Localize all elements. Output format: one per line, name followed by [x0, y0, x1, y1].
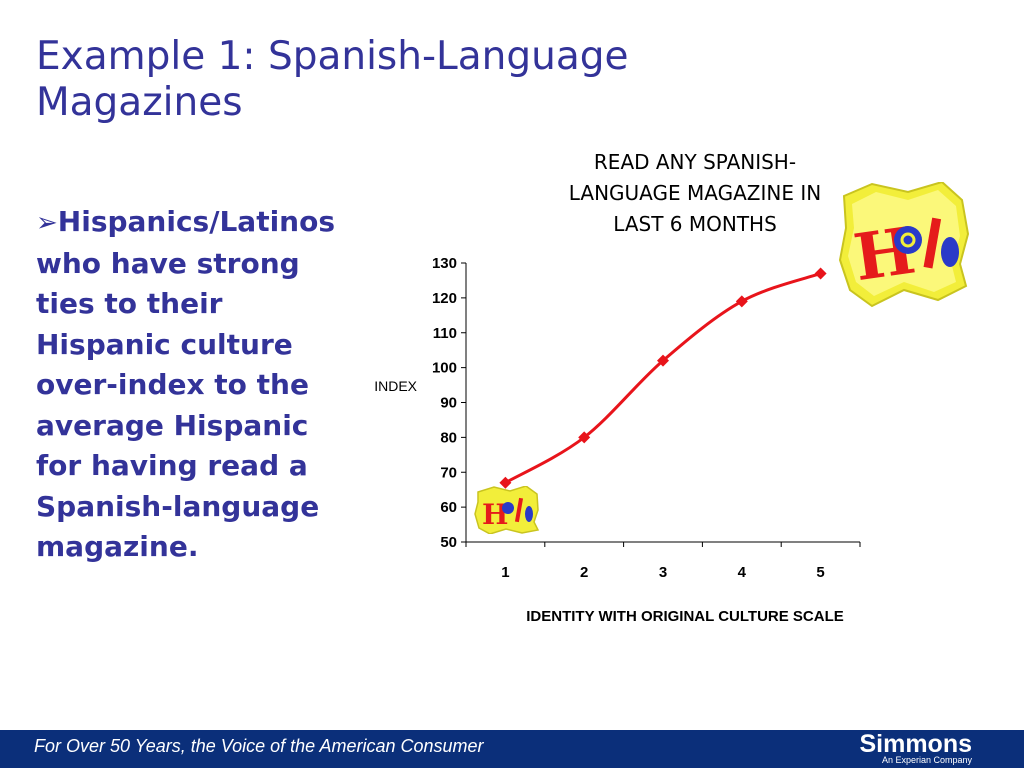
hola-small-letter-l-icon — [514, 497, 524, 523]
bullet-line-6: average Hispanic — [36, 408, 309, 442]
y-tick-label: 80 — [440, 429, 457, 446]
bullet-line-8: Spanish-language — [36, 489, 320, 523]
y-tick-label: 110 — [433, 325, 457, 342]
bullet-line-7: for having read a — [36, 449, 308, 482]
series-line — [504, 272, 822, 485]
y-tick-label: 60 — [440, 499, 457, 516]
bullet-line-5: over-index to the — [36, 368, 309, 401]
bullet-line-1: Hispanics/Latinos — [57, 205, 336, 238]
x-tick-label: 3 — [659, 564, 667, 581]
slide-title-line-1: Example 1: Spanish-Language — [36, 34, 629, 79]
chart-title-line-3: LAST 6 MONTHS — [613, 212, 777, 236]
footer-brand-subtitle: An Experian Company — [881, 755, 972, 765]
data-point-marker — [814, 267, 827, 280]
x-tick-label: 2 — [580, 564, 588, 581]
chart-title-line-2: LANGUAGE MAGAZINE IN — [568, 181, 822, 205]
bullet-line-4: Hispanic culture — [36, 327, 293, 361]
y-tick-label: 70 — [440, 464, 457, 481]
x-tick-label: 5 — [816, 564, 824, 581]
hola-small-letter-o-icon — [502, 502, 514, 514]
line-chart: 50 60 70 80 90 100 110 120 130 1 2 3 4 5 INDEX IDENT… — [374, 255, 861, 625]
y-axis-label: INDEX — [374, 378, 417, 394]
data-point-marker — [578, 431, 591, 444]
data-markers — [499, 267, 827, 489]
x-axis-label: IDENTITY WITH ORIGINAL CULTURE SCALE — [526, 608, 844, 625]
x-tick-label: 4 — [738, 564, 747, 581]
hola-letter-o-icon — [894, 226, 922, 254]
bullet-arrow-icon: ➢ — [36, 208, 58, 238]
x-tick-label: 1 — [501, 564, 509, 581]
y-tick-label: 50 — [440, 534, 457, 551]
x-axis: 1 2 3 4 5 — [465, 541, 861, 581]
hola-logo-large: H — [838, 182, 970, 308]
y-tick-label: 130 — [432, 255, 457, 272]
bullet-line-9: magazine. — [36, 530, 199, 563]
footer-brand-logo: Simmons — [859, 730, 972, 758]
hola-small-letter-a-icon — [525, 506, 533, 522]
y-axis: 50 60 70 80 90 100 110 120 130 — [432, 255, 467, 551]
bullet-text: ➢Hispanics/Latinos who have strong ties … — [36, 202, 381, 568]
hola-logo-small: H — [474, 486, 540, 534]
bullet-line-2: who have strong — [36, 246, 300, 280]
data-point-marker — [499, 476, 512, 489]
hola-small-letter-h-icon: H — [482, 498, 508, 531]
bullet-line-3: ties to their — [36, 287, 223, 320]
chart-title-line-1: READ ANY SPANISH- — [593, 150, 797, 174]
y-tick-label: 100 — [432, 360, 457, 377]
hola-letter-a-icon — [941, 237, 959, 267]
slide-title-line-2: Magazines — [36, 80, 243, 125]
footer-bar: For Over 50 Years, the Voice of the Amer… — [0, 730, 1024, 768]
data-point-marker — [657, 354, 669, 367]
slide-title: Example 1: Spanish-Language Magazines — [36, 34, 796, 126]
chart-title: READ ANY SPANISH- LANGUAGE MAGAZINE IN L… — [530, 147, 860, 240]
hola-letter-h-icon: H — [850, 213, 920, 296]
y-tick-label: 120 — [432, 290, 457, 307]
data-point-marker — [735, 295, 748, 308]
footer-tagline: For Over 50 Years, the Voice of the Amer… — [34, 736, 484, 756]
hola-letter-l-icon — [923, 217, 942, 269]
y-tick-label: 90 — [440, 395, 457, 412]
